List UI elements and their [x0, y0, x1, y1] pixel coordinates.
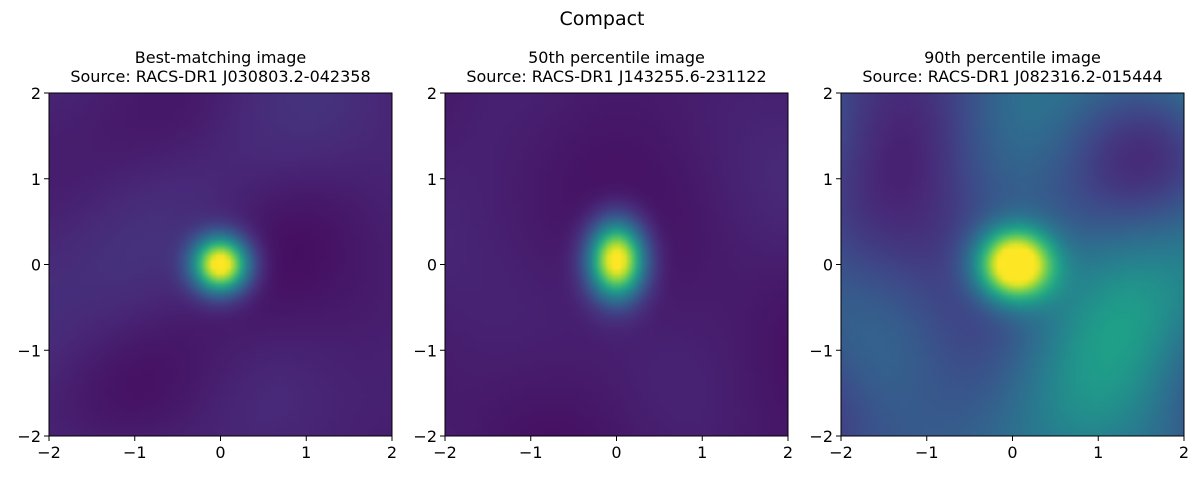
figure-suptitle: Compact	[560, 8, 645, 30]
x-tick-label: −1	[123, 443, 147, 462]
x-tick-label: 1	[697, 443, 707, 462]
panel-subtitle: Source: RACS-DR1 J082316.2-015444	[862, 67, 1162, 86]
y-tick-label: −1	[413, 341, 437, 360]
y-tick-label: −2	[809, 427, 833, 446]
y-tick-label: −1	[809, 341, 833, 360]
x-tick-label: −1	[519, 443, 543, 462]
y-tick-label: −2	[17, 427, 41, 446]
x-tick-label: 0	[215, 443, 225, 462]
x-tick-label: 0	[1007, 443, 1017, 462]
panel-subtitle: Source: RACS-DR1 J030803.2-042358	[70, 67, 370, 86]
y-tick-label: 1	[31, 170, 41, 189]
x-tick-label: −2	[433, 443, 457, 462]
y-tick-label: 2	[427, 84, 437, 103]
y-tick-label: 0	[427, 256, 437, 275]
y-tick-label: 2	[823, 84, 833, 103]
y-tick-label: 0	[823, 256, 833, 275]
panel-title: 90th percentile image	[924, 48, 1101, 67]
x-tick-label: 2	[783, 443, 793, 462]
x-tick-label: −2	[829, 443, 853, 462]
y-tick-label: 1	[823, 170, 833, 189]
heatmap-image	[49, 93, 392, 436]
y-tick-label: 2	[31, 84, 41, 103]
panel-title: Best-matching image	[135, 48, 306, 67]
panel-title: 50th percentile image	[528, 48, 705, 67]
y-tick-label: −1	[17, 341, 41, 360]
heatmap-image	[841, 93, 1184, 436]
panel-subtitle: Source: RACS-DR1 J143255.6-231122	[466, 67, 766, 86]
x-tick-label: 2	[1179, 443, 1189, 462]
x-tick-label: 0	[611, 443, 621, 462]
y-tick-label: 0	[31, 256, 41, 275]
y-tick-label: 1	[427, 170, 437, 189]
y-tick-label: −2	[413, 427, 437, 446]
x-tick-label: 2	[387, 443, 397, 462]
heatmap-image	[445, 93, 788, 436]
x-tick-label: 1	[1093, 443, 1103, 462]
x-tick-label: 1	[301, 443, 311, 462]
x-tick-label: −2	[37, 443, 61, 462]
x-tick-label: −1	[915, 443, 939, 462]
